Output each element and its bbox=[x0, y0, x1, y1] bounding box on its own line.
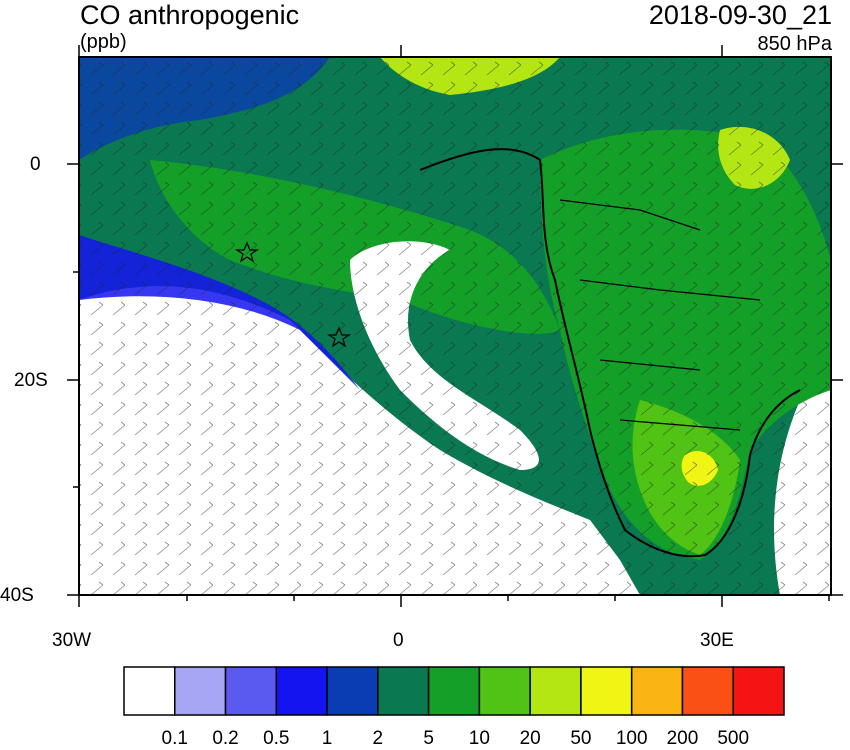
colorbar-swatch bbox=[377, 666, 430, 716]
colorbar-swatch bbox=[630, 666, 684, 716]
colorbar-label: 0.1 bbox=[161, 728, 188, 749]
colorbar-label: 5 bbox=[423, 728, 434, 749]
colorbar-label: 10 bbox=[468, 728, 490, 749]
colorbar-swatch bbox=[224, 666, 278, 716]
pressure-level-label: 850 hPa bbox=[757, 33, 832, 55]
colorbar-label: 0.5 bbox=[263, 728, 290, 749]
units-label: (ppb) bbox=[80, 31, 127, 53]
colorbar-swatch bbox=[326, 666, 379, 716]
colorbar-label: 2 bbox=[372, 728, 384, 749]
colorbar-swatch bbox=[275, 666, 328, 716]
y-tick-label-40s: 40S bbox=[0, 585, 34, 606]
map-frame bbox=[78, 56, 832, 596]
colorbar-label: 200 bbox=[666, 728, 699, 749]
x-tick-label-0: 0 bbox=[393, 630, 404, 651]
datetime-label: 2018-09-30_21 bbox=[648, 0, 832, 30]
colorbar-swatch bbox=[123, 666, 176, 716]
african-coastline bbox=[419, 148, 801, 558]
colorbar-label: 0.2 bbox=[212, 728, 239, 749]
colorbar-swatch bbox=[174, 666, 227, 716]
colorbar-label: 100 bbox=[615, 728, 648, 749]
x-tick-label-30w: 30W bbox=[52, 630, 92, 651]
map-field bbox=[79, 57, 831, 595]
colorbar-label: 1 bbox=[321, 728, 333, 749]
y-tick-label-0: 0 bbox=[30, 154, 41, 175]
colorbar bbox=[123, 666, 785, 716]
axis-ticks bbox=[67, 45, 843, 607]
y-tick-label-20s: 20S bbox=[14, 370, 48, 391]
star-marker-2 bbox=[326, 326, 352, 348]
colorbar-swatch bbox=[529, 666, 582, 716]
colorbar-label: 20 bbox=[519, 728, 541, 749]
colorbar-swatch bbox=[580, 666, 633, 716]
x-tick-label-30e: 30E bbox=[700, 630, 734, 651]
map-title: CO anthropogenic bbox=[80, 0, 300, 30]
colorbar-swatch bbox=[427, 666, 481, 716]
colorbar-swatch bbox=[681, 666, 734, 716]
colorbar-label: 500 bbox=[717, 728, 750, 749]
colorbar-swatch bbox=[732, 666, 785, 716]
colorbar-swatch bbox=[478, 666, 531, 716]
wind-barb-overlay bbox=[79, 57, 831, 595]
colorbar-label: 50 bbox=[570, 728, 592, 749]
star-marker-1 bbox=[234, 241, 260, 263]
country-borders bbox=[559, 199, 761, 431]
